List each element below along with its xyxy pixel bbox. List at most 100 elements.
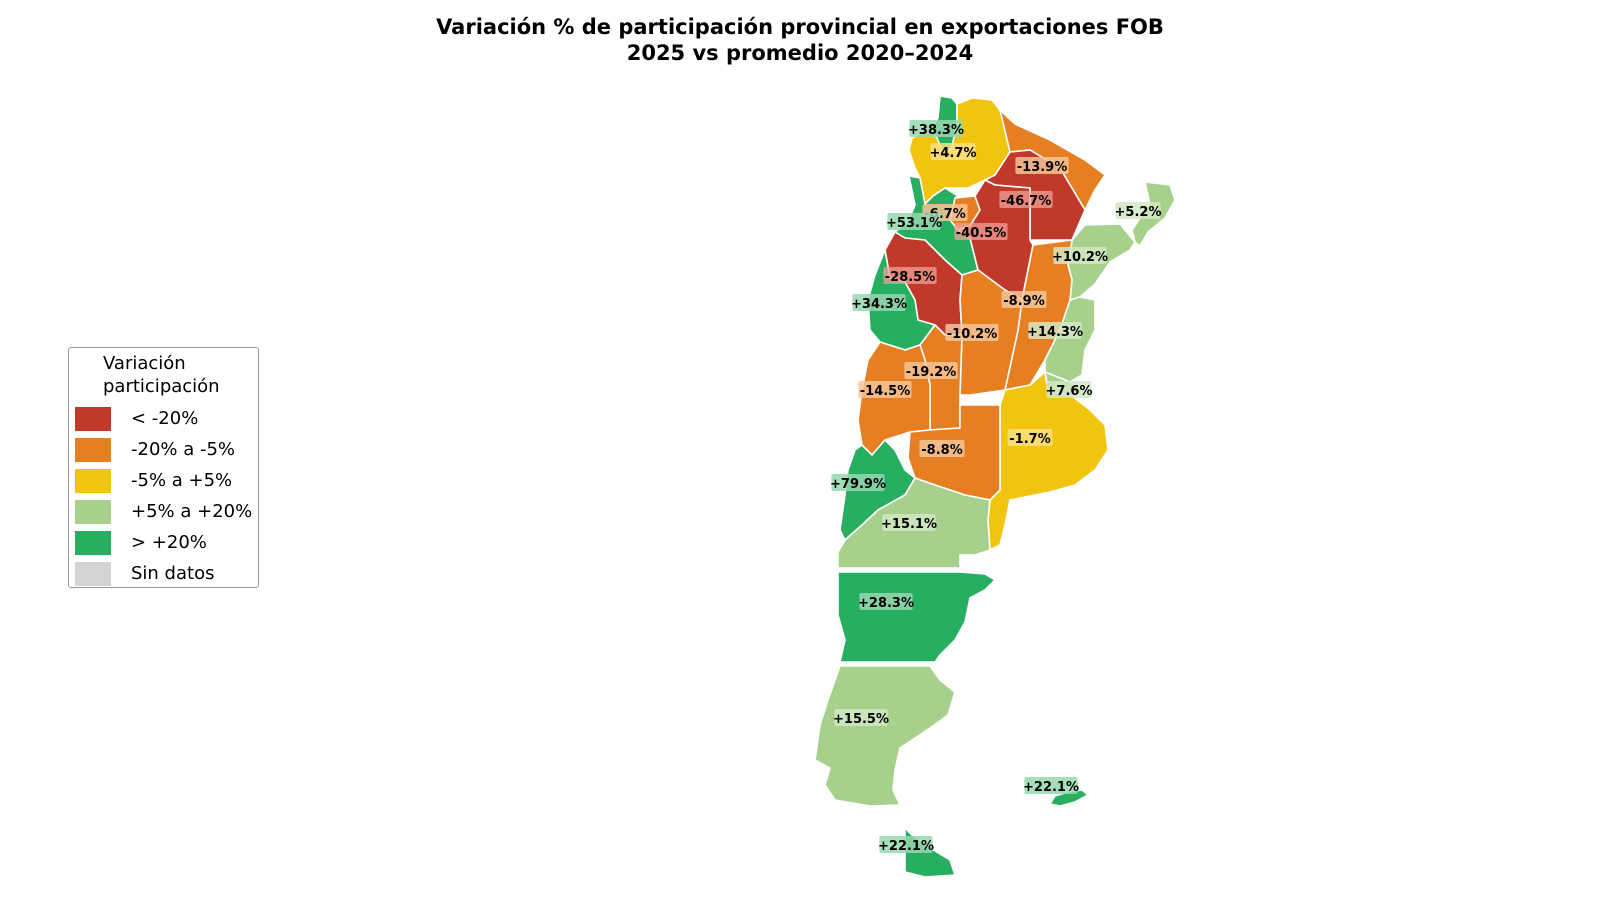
legend-swatch <box>75 562 111 586</box>
province-label-box <box>879 836 933 853</box>
province-label-santiago: -40.5% <box>954 223 1008 241</box>
legend-item: > +20% <box>75 531 255 555</box>
province-label-buenos_aires: -1.7% <box>1007 429 1053 447</box>
province-label-box <box>930 143 976 160</box>
province-label-box <box>1015 157 1069 174</box>
province-label-box <box>887 213 941 230</box>
province-value-label: +22.1% <box>878 839 934 854</box>
province-label-san_juan: +34.3% <box>851 294 907 312</box>
province-value-label: -8.9% <box>1003 294 1044 309</box>
province-value-label: +28.3% <box>858 596 914 611</box>
province-label-box <box>945 324 999 341</box>
province-label-box <box>859 593 913 610</box>
province-label-box <box>1115 202 1161 219</box>
province-label-box <box>834 709 888 726</box>
legend-item: -5% a +5% <box>75 469 255 493</box>
legend-item: -20% a -5% <box>75 438 255 462</box>
province-label-formosa: -13.9% <box>1015 157 1069 175</box>
province-label-box <box>1024 777 1078 794</box>
province-label-misiones: +5.2% <box>1115 202 1162 220</box>
province-label-corrientes: +10.2% <box>1052 247 1108 265</box>
province-label-caba: +7.6% <box>1046 381 1093 399</box>
province-value-label: -19.2% <box>906 365 957 380</box>
province-value-label: +53.1% <box>886 216 942 231</box>
province-label-catamarca: +53.1% <box>886 213 942 231</box>
province-label-chubut: +28.3% <box>858 593 914 611</box>
province-value-label: -40.5% <box>956 226 1007 241</box>
legend-swatch <box>75 469 111 493</box>
legend-swatch <box>75 500 111 524</box>
legend-label: > +20% <box>131 532 207 553</box>
legend: Variación participación < -20% -20% a -5% -… <box>68 347 259 588</box>
province-label-box <box>999 191 1053 208</box>
province-label-box <box>1053 247 1107 264</box>
province-label-san_luis: -19.2% <box>904 362 958 380</box>
province-label-cordoba: -10.2% <box>945 324 999 342</box>
province-value-label: +79.9% <box>830 477 886 492</box>
legend-swatch <box>75 531 111 555</box>
province-label-la_rioja: -28.5% <box>883 267 937 285</box>
province-chubut[interactable] <box>837 571 996 663</box>
province-value-label: -1.7% <box>1009 432 1050 447</box>
province-entre_rios[interactable] <box>1044 296 1096 383</box>
province-santa_cruz[interactable] <box>814 665 956 807</box>
province-value-label: -10.2% <box>947 327 998 342</box>
map-title: Variación % de participación provincial … <box>0 14 1600 66</box>
province-label-box <box>858 381 912 398</box>
legend-label: < -20% <box>131 408 199 429</box>
province-label-la_pampa: -8.8% <box>919 440 965 458</box>
province-label-santa_fe: -8.9% <box>1001 291 1047 309</box>
legend-item: Sin datos <box>75 562 255 586</box>
province-label-box <box>882 514 936 531</box>
legend-item: +5% a +20% <box>75 500 255 524</box>
legend-swatch <box>75 407 111 431</box>
province-label-box <box>1028 322 1082 339</box>
map-title-line2: 2025 vs promedio 2020–2024 <box>626 41 974 65</box>
province-label-chaco: -46.7% <box>999 191 1053 209</box>
province-label-box <box>883 267 937 284</box>
legend-item: < -20% <box>75 407 255 431</box>
province-value-label: +14.3% <box>1027 325 1083 340</box>
province-label-santa_cruz: +15.5% <box>833 709 889 727</box>
province-label-entre_rios: +14.3% <box>1027 322 1083 340</box>
province-value-label: +15.5% <box>833 712 889 727</box>
province-value-label: -14.5% <box>860 384 911 399</box>
legend-label: Sin datos <box>131 563 215 584</box>
province-label-rio_negro: +15.1% <box>881 514 937 532</box>
province-label-box <box>954 223 1008 240</box>
province-value-label: +15.1% <box>881 517 937 532</box>
province-value-label: -28.5% <box>885 270 936 285</box>
province-label-malvinas: +22.1% <box>1023 777 1079 795</box>
province-label-box <box>909 120 963 137</box>
province-value-label: -13.9% <box>1017 160 1068 175</box>
province-label-box <box>1046 381 1092 398</box>
map-title-line1: Variación % de participación provincial … <box>436 15 1164 39</box>
legend-title-text: Variación participación <box>103 353 220 397</box>
province-label-box <box>852 294 906 311</box>
province-value-label: -8.8% <box>921 443 962 458</box>
legend-label: -5% a +5% <box>131 470 233 491</box>
province-label-tierra_del_fuego: +22.1% <box>878 836 934 854</box>
province-value-label: +38.3% <box>908 123 964 138</box>
province-label-jujuy: +38.3% <box>908 120 964 138</box>
province-value-label: +5.2% <box>1115 205 1162 220</box>
province-value-label: +10.2% <box>1052 250 1108 265</box>
province-label-neuquen: +79.9% <box>830 474 886 492</box>
province-label-box <box>1007 429 1053 446</box>
legend-swatch <box>75 438 111 462</box>
province-label-box <box>919 440 965 457</box>
province-label-box <box>1001 291 1047 308</box>
province-value-label: +4.7% <box>930 146 977 161</box>
province-label-mendoza: -14.5% <box>858 381 912 399</box>
legend-label: +5% a +20% <box>131 501 253 522</box>
province-value-label: +34.3% <box>851 297 907 312</box>
legend-title: Variación participación <box>103 352 220 398</box>
province-label-box <box>904 362 958 379</box>
province-label-box <box>831 474 885 491</box>
province-value-label: -46.7% <box>1001 194 1052 209</box>
legend-label: -20% a -5% <box>131 439 236 460</box>
province-value-label: +22.1% <box>1023 780 1079 795</box>
province-label-salta: +4.7% <box>930 143 977 161</box>
province-value-label: +7.6% <box>1046 384 1093 399</box>
